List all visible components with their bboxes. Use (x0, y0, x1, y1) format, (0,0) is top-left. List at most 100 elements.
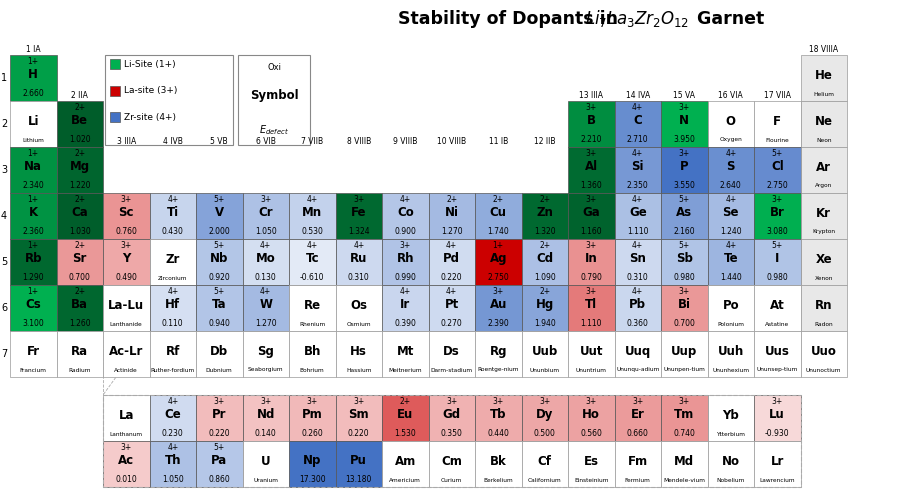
Text: Ag: Ag (490, 252, 507, 265)
Text: Sm: Sm (348, 408, 369, 421)
Text: Y: Y (122, 252, 130, 265)
Text: Ba: Ba (71, 298, 88, 311)
Bar (289, 193, 336, 239)
Text: Radon: Radon (814, 321, 833, 327)
Text: -0.610: -0.610 (300, 274, 325, 283)
Text: 6: 6 (1, 303, 7, 313)
Text: La-Lu: La-Lu (108, 299, 144, 312)
Bar (103, 285, 149, 331)
Text: 2.000: 2.000 (209, 228, 230, 237)
Text: 2+: 2+ (400, 396, 410, 405)
Text: Hs: Hs (350, 345, 367, 358)
Text: Ununoctium: Ununoctium (806, 367, 842, 373)
Text: Pr: Pr (212, 408, 227, 421)
Text: 1.940: 1.940 (534, 319, 555, 329)
Bar (800, 285, 847, 331)
Bar (242, 193, 289, 239)
Text: Mn: Mn (302, 206, 322, 219)
Text: 17.300: 17.300 (299, 476, 326, 485)
Text: 0.130: 0.130 (255, 274, 276, 283)
Bar (475, 331, 521, 377)
Text: Am: Am (394, 455, 416, 468)
Text: 5+: 5+ (679, 195, 690, 203)
Text: 3+: 3+ (539, 396, 551, 405)
Text: 0.990: 0.990 (394, 274, 416, 283)
Text: Ytterbium: Ytterbium (716, 432, 745, 437)
Text: Pm: Pm (302, 408, 322, 421)
Bar (661, 441, 707, 487)
Text: Cd: Cd (536, 252, 554, 265)
Text: 1.530: 1.530 (394, 430, 416, 439)
Text: 13 IIIA: 13 IIIA (580, 91, 603, 100)
Text: 3+: 3+ (679, 287, 690, 296)
Bar (707, 239, 754, 285)
Bar (661, 239, 707, 285)
Text: Ce: Ce (165, 408, 181, 421)
Text: No: No (722, 455, 740, 468)
Text: Lanthanide: Lanthanide (110, 321, 142, 327)
Text: 0.220: 0.220 (441, 274, 463, 283)
Text: Xenon: Xenon (814, 276, 832, 281)
Text: V: V (215, 206, 224, 219)
Text: 1+: 1+ (28, 148, 39, 157)
Bar (382, 285, 428, 331)
Text: 1.110: 1.110 (627, 228, 649, 237)
Text: 1.360: 1.360 (580, 182, 602, 191)
Bar (568, 395, 615, 441)
Text: 14 IVA: 14 IVA (626, 91, 650, 100)
Bar (568, 285, 615, 331)
Bar (103, 331, 149, 377)
Text: Ar: Ar (816, 161, 832, 174)
Bar (707, 101, 754, 147)
Text: 5+: 5+ (213, 195, 225, 203)
Bar (428, 331, 475, 377)
Text: La-site (3+): La-site (3+) (124, 86, 177, 96)
Bar (10, 193, 57, 239)
Text: 0.140: 0.140 (255, 430, 276, 439)
Text: Hassium: Hassium (346, 367, 372, 373)
Text: 3+: 3+ (586, 241, 597, 249)
Bar (754, 395, 800, 441)
Text: 1.270: 1.270 (441, 228, 463, 237)
Text: 0.110: 0.110 (162, 319, 184, 329)
Text: 5+: 5+ (679, 241, 690, 249)
Text: Pa: Pa (212, 454, 228, 467)
Text: Ni: Ni (445, 206, 459, 219)
Bar (615, 285, 661, 331)
Text: Roentge-nium: Roentge-nium (478, 367, 519, 373)
Text: 12 IIB: 12 IIB (534, 137, 555, 146)
Bar (475, 395, 521, 441)
Text: Zr: Zr (166, 253, 180, 266)
Text: Md: Md (674, 455, 694, 468)
Text: Hf: Hf (166, 298, 180, 311)
Text: 4+: 4+ (353, 241, 364, 249)
Text: 4+: 4+ (632, 241, 644, 249)
Text: 2.660: 2.660 (22, 90, 44, 99)
Text: Garnet: Garnet (691, 10, 764, 28)
Text: Os: Os (350, 299, 367, 312)
Text: Nobelium: Nobelium (716, 478, 745, 483)
Text: Cu: Cu (490, 206, 507, 219)
Text: Stability of Dopants in: Stability of Dopants in (398, 10, 624, 28)
Bar (382, 441, 428, 487)
Bar (10, 331, 57, 377)
Bar (521, 331, 568, 377)
Text: 1.030: 1.030 (69, 228, 91, 237)
Text: Th: Th (165, 454, 181, 467)
Bar (568, 239, 615, 285)
Text: La: La (119, 409, 134, 422)
Bar (196, 441, 242, 487)
Text: Argon: Argon (815, 184, 832, 189)
Text: Sr: Sr (73, 252, 87, 265)
Text: Ac-Lr: Ac-Lr (109, 345, 143, 358)
Bar (428, 285, 475, 331)
Text: Uuo: Uuo (811, 345, 837, 358)
Text: Np: Np (303, 454, 321, 467)
Text: 10 VIIIB: 10 VIIIB (437, 137, 466, 146)
Text: 3+: 3+ (679, 396, 690, 405)
Bar (754, 285, 800, 331)
Text: He: He (814, 69, 832, 82)
Text: 1.270: 1.270 (255, 319, 276, 329)
Text: 4+: 4+ (167, 396, 178, 405)
Text: 3+: 3+ (492, 287, 504, 296)
